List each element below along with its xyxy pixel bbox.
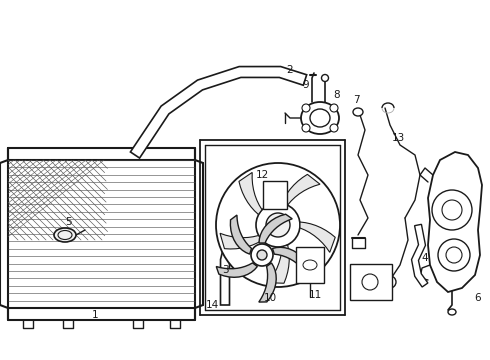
Text: 6: 6 xyxy=(475,293,481,303)
Polygon shape xyxy=(412,224,428,287)
Circle shape xyxy=(266,213,290,237)
Circle shape xyxy=(330,124,338,132)
Circle shape xyxy=(256,203,300,247)
Text: 9: 9 xyxy=(303,80,309,90)
Text: 7: 7 xyxy=(353,95,359,105)
Polygon shape xyxy=(230,215,251,254)
Text: 8: 8 xyxy=(334,90,341,100)
Polygon shape xyxy=(272,247,308,273)
Text: 2: 2 xyxy=(287,65,294,75)
Polygon shape xyxy=(296,247,324,283)
Polygon shape xyxy=(263,181,287,209)
Polygon shape xyxy=(220,206,262,305)
Text: 14: 14 xyxy=(205,300,219,310)
Text: 5: 5 xyxy=(65,217,72,227)
Text: 3: 3 xyxy=(221,265,228,275)
Polygon shape xyxy=(259,214,292,243)
Text: 10: 10 xyxy=(264,293,276,303)
Polygon shape xyxy=(268,245,289,283)
Circle shape xyxy=(302,104,310,112)
Polygon shape xyxy=(239,172,262,215)
Text: 13: 13 xyxy=(392,133,405,143)
Circle shape xyxy=(330,104,338,112)
Polygon shape xyxy=(282,174,320,205)
Ellipse shape xyxy=(321,75,328,81)
Ellipse shape xyxy=(448,309,456,315)
Circle shape xyxy=(302,124,310,132)
Polygon shape xyxy=(428,152,482,292)
Polygon shape xyxy=(130,67,307,158)
Polygon shape xyxy=(300,222,335,252)
Circle shape xyxy=(257,250,267,260)
Polygon shape xyxy=(216,263,257,277)
Text: 1: 1 xyxy=(92,310,98,320)
Text: 4: 4 xyxy=(422,253,428,263)
Text: 12: 12 xyxy=(255,170,269,180)
Ellipse shape xyxy=(54,228,76,242)
Polygon shape xyxy=(220,233,262,249)
Text: 11: 11 xyxy=(308,290,321,300)
Ellipse shape xyxy=(353,108,363,116)
Polygon shape xyxy=(259,263,276,302)
Ellipse shape xyxy=(301,102,339,134)
Polygon shape xyxy=(350,264,392,300)
Circle shape xyxy=(384,276,396,288)
Circle shape xyxy=(216,163,340,287)
Circle shape xyxy=(251,244,273,266)
